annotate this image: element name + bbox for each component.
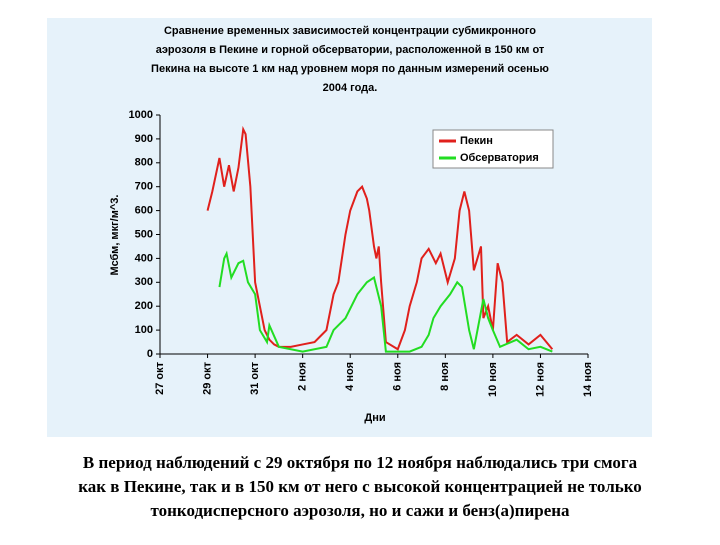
y-tick-label: 300 — [135, 276, 153, 288]
line-series — [206, 125, 554, 351]
line-series — [218, 250, 553, 353]
y-tick-label: 0 — [147, 348, 153, 360]
y-tick-label: 900 — [135, 133, 153, 145]
chart-title: 2004 года. — [323, 82, 378, 94]
x-tick-label: 10 ноя — [487, 362, 499, 397]
y-axis-label: Мсбм, мкг/м^3. — [109, 195, 121, 276]
x-tick-label: 6 ноя — [392, 362, 404, 391]
y-tick-label: 100 — [135, 324, 153, 336]
chart-title: аэрозоля в Пекине и горной обсерватории,… — [156, 44, 545, 56]
chart-title: Пекина на высоте 1 км над уровнем моря п… — [151, 63, 549, 75]
x-tick-label: 12 ноя — [534, 362, 546, 397]
caption: тонкодисперсного аэрозоля, но и сажи и б… — [150, 501, 570, 520]
y-tick-label: 1000 — [129, 109, 153, 121]
x-tick-label: 29 окт — [201, 361, 213, 395]
y-tick-label: 600 — [135, 205, 153, 217]
x-tick-label: 31 окт — [249, 361, 261, 395]
legend-label: Пекин — [460, 135, 493, 147]
y-tick-label: 200 — [135, 300, 153, 312]
x-tick-label: 27 окт — [154, 361, 166, 395]
legend — [432, 129, 554, 169]
x-tick-label: 8 ноя — [439, 362, 451, 391]
x-tick-label: 14 ноя — [582, 362, 594, 397]
x-axis-label: Дни — [364, 412, 385, 424]
y-tick-label: 800 — [135, 157, 153, 169]
chart-panel — [47, 18, 652, 437]
x-tick-label: 4 ноя — [344, 362, 356, 391]
y-tick-label: 700 — [135, 181, 153, 193]
legend-label: Обсерватория — [460, 152, 539, 164]
chart-title: Сравнение временных зависимостей концент… — [164, 25, 536, 37]
y-tick-label: 500 — [135, 228, 153, 240]
caption: В период наблюдений с 29 октября по 12 н… — [83, 453, 638, 472]
caption: как в Пекине, так и в 150 км от него с в… — [78, 477, 642, 496]
y-tick-label: 400 — [135, 252, 153, 264]
x-tick-label: 2 ноя — [297, 362, 309, 391]
